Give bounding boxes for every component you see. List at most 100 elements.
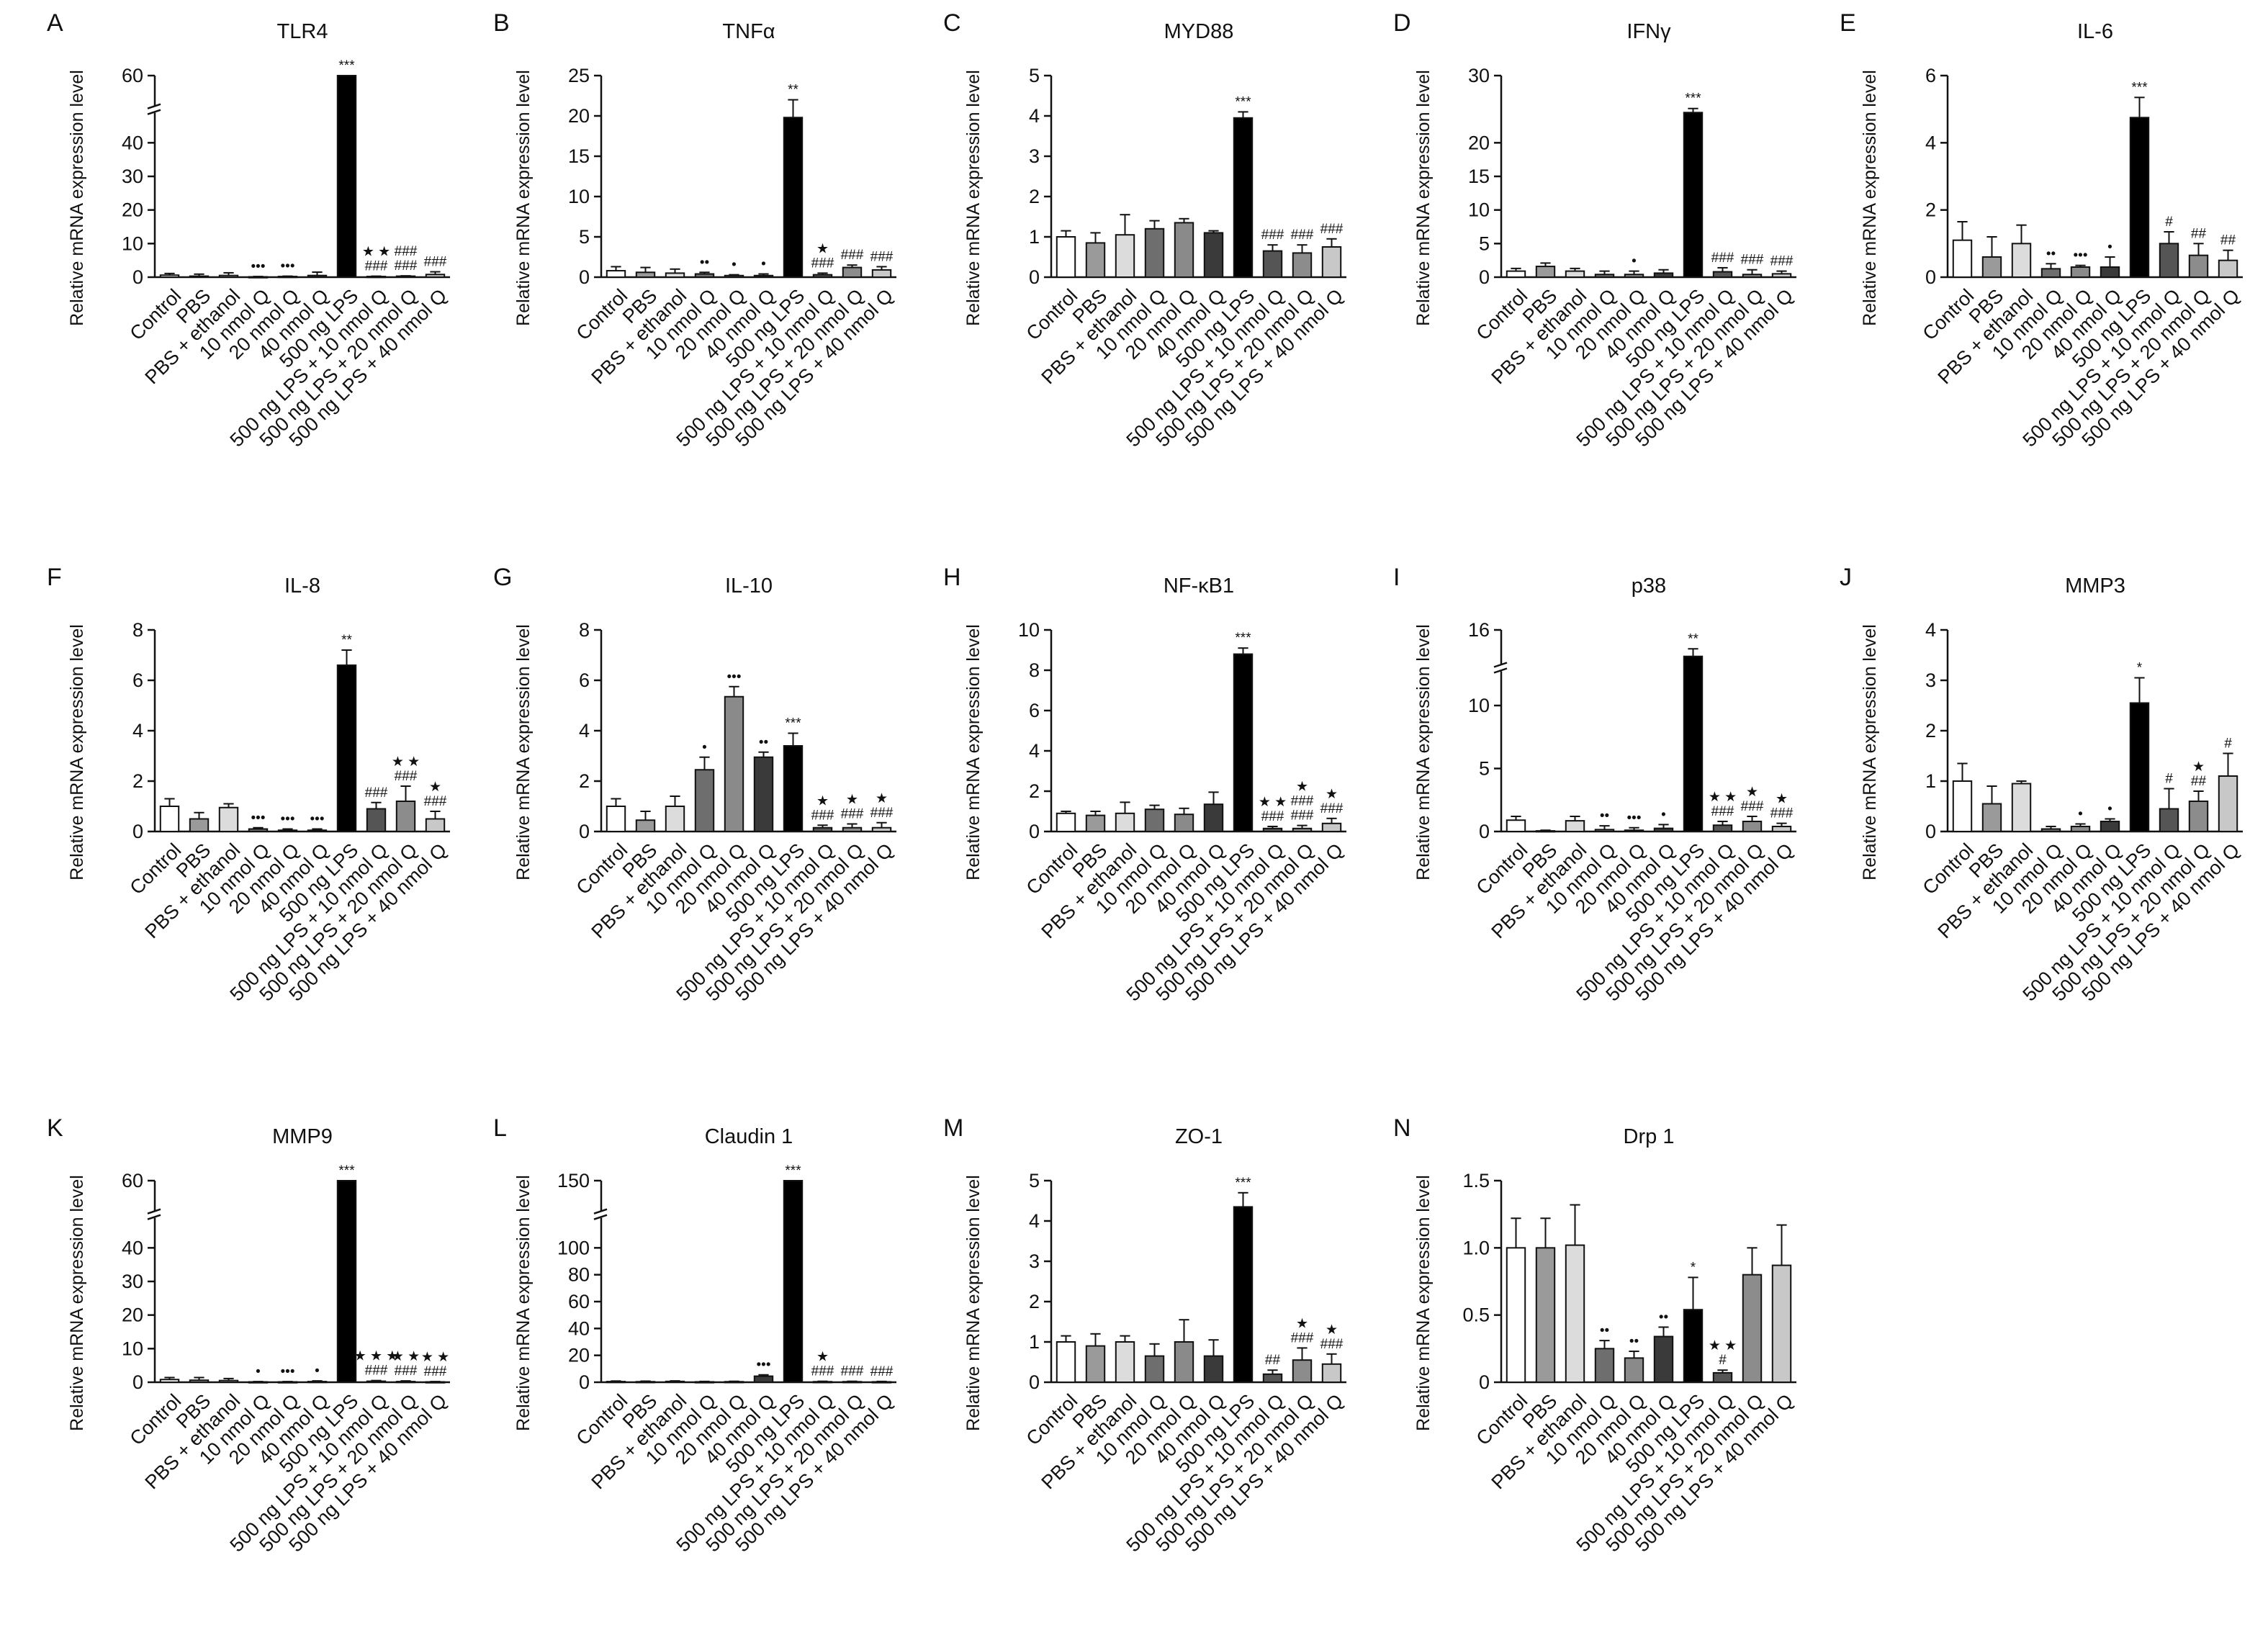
axis-break-gap bbox=[150, 105, 159, 113]
y-tick-label: 4 bbox=[1925, 132, 1936, 153]
significance-label: ★ bbox=[816, 1350, 829, 1365]
significance-label: *** bbox=[338, 58, 355, 73]
bar bbox=[2218, 259, 2238, 278]
y-tick-label: 60 bbox=[122, 65, 143, 86]
y-tick-label: 10 bbox=[1018, 619, 1040, 641]
significance-label: ### bbox=[424, 1364, 447, 1379]
significance-label: ### bbox=[1261, 227, 1284, 243]
significance-label: ### bbox=[1320, 801, 1344, 816]
bar bbox=[783, 117, 804, 278]
significance-label: • bbox=[1661, 807, 1666, 822]
significance-label: ### bbox=[365, 259, 388, 274]
significance-label: # bbox=[2165, 215, 2173, 230]
significance-label: ★ ★ bbox=[1709, 790, 1737, 805]
y-axis-label: Relative mRNA expression level bbox=[963, 624, 984, 880]
bar bbox=[2100, 266, 2120, 278]
y-tick-label: 10 bbox=[122, 1338, 143, 1359]
y-tick-label: 0 bbox=[579, 266, 590, 288]
bar bbox=[1506, 270, 1526, 279]
panel-b: B TNFα Relative mRNA expression level 0 5 10 1… bbox=[493, 9, 897, 451]
y-axis-label: Relative mRNA expression level bbox=[1413, 624, 1434, 880]
significance-label: ### bbox=[1320, 1337, 1344, 1352]
axis-break-gap bbox=[597, 1210, 606, 1218]
significance-label: •• bbox=[1629, 1334, 1639, 1349]
panel-letter: H bbox=[943, 564, 961, 591]
panel-h: H NF-κB1 Relative mRNA expression level 0 2 4… bbox=[943, 564, 1347, 1005]
y-tick-label: 2 bbox=[1925, 199, 1936, 221]
bar bbox=[189, 275, 210, 279]
y-tick-label: 2 bbox=[1029, 1291, 1040, 1312]
bar bbox=[1506, 1247, 1526, 1384]
bar bbox=[1085, 814, 1106, 832]
y-axis-label: Relative mRNA expression level bbox=[963, 1175, 984, 1431]
significance-label: ### bbox=[424, 255, 447, 270]
panel-title: IFNγ bbox=[1626, 20, 1671, 43]
bar bbox=[635, 819, 656, 832]
significance-label: ### bbox=[811, 256, 834, 271]
bar bbox=[1321, 822, 1342, 833]
bar bbox=[2188, 254, 2209, 278]
panel-title: Drp 1 bbox=[1624, 1125, 1675, 1148]
y-tick-label: 0 bbox=[1479, 266, 1490, 288]
bar bbox=[1952, 780, 1973, 832]
y-tick-label: 1 bbox=[1029, 1331, 1040, 1353]
significance-label: ### bbox=[395, 1364, 418, 1379]
significance-label: ### bbox=[1770, 254, 1794, 269]
significance-label: ★ bbox=[1326, 787, 1338, 802]
y-tick-label: 15 bbox=[1468, 166, 1490, 187]
significance-label: ### bbox=[811, 808, 834, 823]
significance-label: *** bbox=[1235, 631, 1251, 646]
bar bbox=[218, 806, 239, 832]
bar bbox=[2070, 826, 2091, 832]
bar bbox=[1594, 829, 1615, 832]
y-tick-label: 4 bbox=[132, 720, 143, 742]
y-tick-label: 20 bbox=[1468, 132, 1490, 153]
bar bbox=[871, 826, 892, 832]
significance-label: ### bbox=[1291, 1330, 1314, 1346]
y-tick-label: 0 bbox=[1029, 266, 1040, 288]
significance-label: # bbox=[2224, 736, 2232, 752]
y-tick-label: 2 bbox=[579, 770, 590, 792]
significance-label: ★ bbox=[816, 241, 829, 256]
y-tick-label: 2 bbox=[1029, 186, 1040, 207]
panel-title: Claudin 1 bbox=[705, 1125, 793, 1148]
bar bbox=[2040, 828, 2061, 832]
significance-label: ### bbox=[1291, 227, 1314, 243]
axis-break-mark bbox=[593, 1214, 608, 1220]
panel-d: D IFNγ Relative mRNA expression level 0 5 10 1… bbox=[1393, 9, 1797, 451]
panel-letter: F bbox=[47, 564, 62, 591]
significance-label: ### bbox=[1711, 804, 1734, 819]
significance-label: ★ ★ bbox=[392, 754, 420, 770]
significance-label: ## bbox=[2191, 774, 2207, 789]
significance-label: ### bbox=[395, 244, 418, 259]
panel-title: IL-10 bbox=[725, 574, 773, 598]
bar bbox=[1174, 222, 1194, 278]
y-tick-label: 8 bbox=[132, 619, 143, 641]
panel-letter: J bbox=[1840, 564, 1852, 591]
significance-label: • bbox=[2078, 807, 2083, 822]
y-tick-label: 20 bbox=[568, 1345, 590, 1366]
bar bbox=[635, 271, 656, 278]
y-tick-label: 80 bbox=[568, 1264, 590, 1286]
significance-label: • bbox=[315, 1364, 320, 1379]
significance-label: ## bbox=[2191, 226, 2207, 241]
y-tick-label: 6 bbox=[1925, 65, 1936, 86]
panel-letter: L bbox=[493, 1114, 507, 1142]
axis-break-mark bbox=[1493, 667, 1508, 674]
bar bbox=[307, 829, 328, 832]
significance-label: ### bbox=[365, 1364, 388, 1379]
significance-label: ★ ★ bbox=[362, 245, 390, 260]
significance-label: ** bbox=[341, 633, 352, 648]
bar bbox=[395, 801, 416, 832]
significance-label: ★ ★ bbox=[1709, 1338, 1737, 1353]
significance-label: ** bbox=[788, 83, 798, 98]
y-tick-label: 30 bbox=[122, 166, 143, 187]
bar bbox=[1262, 250, 1283, 279]
significance-label: ★ bbox=[876, 791, 888, 806]
y-tick-label: 150 bbox=[557, 1170, 590, 1191]
significance-label: # bbox=[2165, 772, 2173, 787]
panel-title: TLR4 bbox=[277, 20, 328, 43]
significance-label: •• bbox=[759, 735, 768, 750]
bar bbox=[425, 818, 446, 832]
